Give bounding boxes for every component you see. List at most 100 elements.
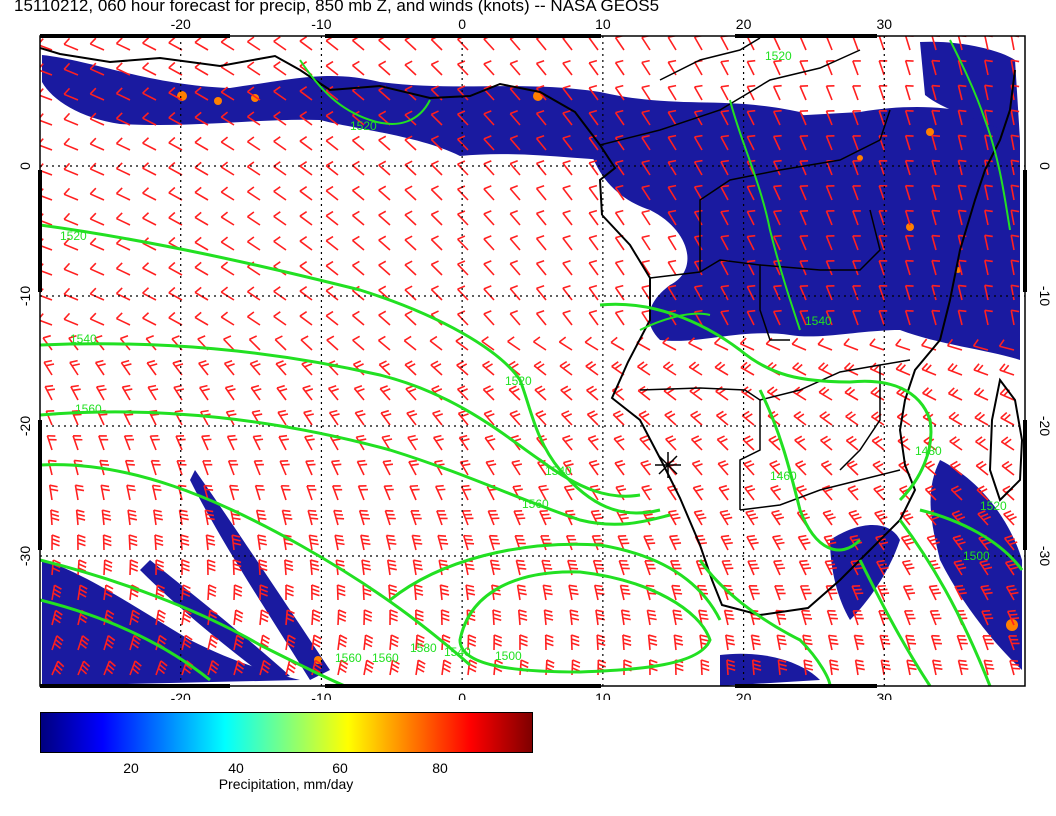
barb-flag [667, 413, 676, 419]
barb-staff [89, 68, 105, 76]
barb-flag [795, 460, 804, 465]
barb-flag [982, 588, 991, 592]
barb-staff [94, 362, 105, 376]
barb-flag [545, 634, 554, 639]
barb-flag [823, 463, 832, 468]
wind-barb [720, 184, 729, 201]
barb-flag [57, 660, 65, 668]
barb-flag [571, 642, 580, 647]
barb-staff [116, 117, 131, 126]
barb-flag [387, 538, 396, 542]
barb-staff [693, 211, 703, 226]
wind-barb [325, 60, 339, 76]
wind-barb [931, 659, 943, 676]
wind-barb [70, 384, 81, 401]
barb-flag [571, 638, 580, 643]
barb-flag [980, 584, 989, 588]
barb-staff [570, 634, 573, 651]
barb-flag [874, 509, 883, 514]
barb-staff [906, 660, 911, 676]
colorbar-tick-label: 80 [432, 760, 448, 776]
barb-flag [675, 642, 684, 646]
barb-staff [325, 115, 339, 126]
wind-barb [389, 659, 400, 676]
wind-barb [793, 410, 807, 426]
wind-barb [279, 459, 290, 476]
barb-staff [799, 285, 807, 301]
barb-staff [984, 310, 989, 326]
barb-flag [247, 161, 255, 168]
wind-barb [902, 584, 916, 601]
lon-tick-label-top: 10 [595, 16, 611, 32]
barb-staff [715, 414, 729, 426]
wind-barb [612, 410, 625, 426]
barb-flag [540, 488, 549, 492]
barb-flag [668, 184, 677, 188]
barb-flag [849, 463, 858, 469]
wind-barb [181, 584, 191, 601]
barb-staff [116, 167, 131, 176]
contour-label: 1480 [915, 444, 942, 458]
barb-flag [468, 667, 477, 673]
wind-barb [77, 534, 86, 551]
barb-flag [335, 538, 344, 542]
barb-staff [69, 361, 79, 376]
wind-barb [878, 109, 888, 126]
barb-flag [673, 613, 682, 617]
barb-staff [128, 534, 131, 551]
barb-flag [260, 617, 269, 623]
barb-flag [390, 642, 399, 648]
barb-staff [432, 412, 443, 426]
barb-flag [220, 186, 229, 193]
barb-staff [746, 286, 755, 301]
barb-staff [904, 310, 911, 326]
barb-flag [220, 136, 229, 143]
barb-staff [560, 389, 573, 401]
barb-staff [351, 139, 365, 151]
barb-flag [330, 388, 339, 393]
barb-flag [748, 538, 757, 542]
barb-staff [168, 317, 183, 326]
barb-staff [799, 310, 807, 326]
barb-flag [311, 588, 320, 593]
wind-barb [411, 534, 423, 551]
wind-barb [693, 184, 703, 201]
barb-staff [168, 167, 183, 176]
barb-staff [980, 586, 989, 601]
barb-staff [878, 36, 885, 51]
barb-staff [509, 138, 521, 151]
barb-staff [116, 292, 131, 301]
barb-staff [249, 363, 261, 376]
barb-flag [78, 592, 87, 598]
wind-barb [869, 338, 885, 351]
colorbar-label: Precipitation, mm/day [218, 776, 354, 792]
barb-flag [337, 588, 346, 593]
wind-barb [693, 259, 703, 276]
barb-flag [1006, 584, 1015, 588]
barb-flag [285, 588, 294, 593]
wind-barb [700, 659, 710, 676]
wind-barb [822, 509, 836, 526]
barb-flag [562, 309, 571, 314]
wind-barb [535, 309, 547, 326]
barb-flag [984, 59, 993, 63]
barb-flag [69, 359, 78, 364]
wind-barb [535, 134, 547, 151]
wind-barb [273, 236, 287, 251]
barb-flag [536, 184, 545, 190]
barb-flag [509, 60, 518, 65]
barb-flag [225, 384, 234, 389]
barb-flag [509, 310, 518, 315]
barb-flag [724, 609, 733, 613]
barb-staff [957, 160, 963, 176]
barb-flag [71, 409, 80, 413]
barb-flag [404, 85, 413, 91]
barb-staff [746, 211, 755, 226]
wind-barb [976, 485, 989, 501]
barb-flag [440, 584, 449, 588]
barb-staff [666, 487, 677, 501]
wind-barb [404, 235, 417, 251]
barb-flag [977, 364, 984, 372]
barb-staff [430, 163, 443, 176]
barb-staff [614, 112, 625, 126]
